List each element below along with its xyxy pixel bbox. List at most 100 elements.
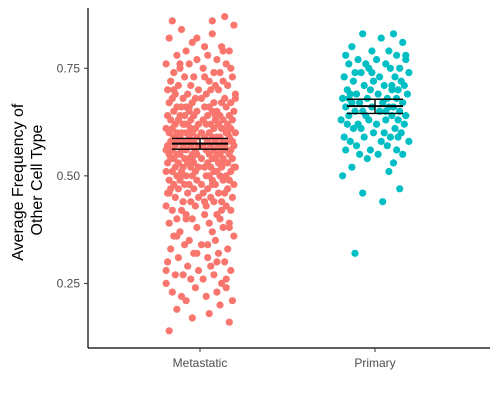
data-point-primary: [400, 120, 408, 128]
data-point-primary: [354, 120, 362, 128]
data-point-primary: [360, 133, 368, 141]
data-point-metastatic: [162, 266, 170, 275]
data-point-metastatic: [188, 38, 196, 47]
data-point-primary: [351, 69, 359, 77]
data-point-metastatic: [193, 56, 201, 64]
data-point-metastatic: [222, 275, 230, 283]
data-point-primary: [377, 137, 385, 145]
y-axis-title-line-2: Other Cell Type: [29, 124, 46, 235]
data-point-primary: [372, 120, 381, 128]
data-point-metastatic: [227, 99, 235, 107]
data-point-primary: [359, 189, 367, 197]
data-point-primary: [348, 43, 356, 51]
data-point-primary: [399, 99, 407, 107]
data-point-primary: [356, 150, 364, 158]
data-point-metastatic: [210, 69, 218, 77]
data-point-metastatic: [205, 219, 213, 227]
data-point-primary: [365, 116, 373, 124]
data-point-primary: [352, 142, 361, 150]
data-point-metastatic: [170, 86, 178, 94]
data-point-metastatic: [188, 155, 196, 163]
data-point-primary: [393, 94, 401, 102]
data-point-primary: [346, 137, 354, 145]
data-point-primary: [402, 112, 410, 120]
data-point-primary: [363, 155, 371, 163]
data-point-primary: [389, 30, 398, 38]
data-point-metastatic: [171, 193, 179, 201]
data-point-primary: [366, 146, 374, 154]
data-point-metastatic: [228, 193, 236, 201]
data-point-primary: [382, 60, 390, 68]
data-point-metastatic: [184, 189, 192, 197]
data-point-metastatic: [218, 124, 226, 133]
data-point-metastatic: [230, 180, 238, 189]
data-point-metastatic: [222, 60, 230, 68]
data-point-metastatic: [208, 30, 216, 38]
data-point-metastatic: [228, 73, 236, 81]
data-point-primary: [352, 90, 361, 98]
data-point-metastatic: [185, 60, 193, 68]
data-point-metastatic: [187, 275, 195, 283]
data-point-metastatic: [173, 51, 181, 59]
data-point-metastatic: [173, 305, 181, 313]
data-point-metastatic: [182, 47, 190, 55]
data-point-metastatic: [228, 116, 236, 124]
data-point-metastatic: [228, 155, 236, 163]
x-tick-label-metastatic: Metastatic: [173, 356, 228, 370]
data-point-metastatic: [176, 150, 184, 158]
data-point-metastatic: [162, 167, 170, 176]
data-point-primary: [386, 133, 394, 141]
data-point-metastatic: [201, 43, 209, 51]
data-point-metastatic: [227, 206, 235, 214]
data-point-primary: [366, 86, 374, 94]
data-point-metastatic: [231, 94, 239, 102]
data-point-primary: [374, 90, 382, 98]
data-point-metastatic: [204, 51, 212, 59]
data-point-metastatic: [184, 90, 192, 98]
data-point-metastatic: [227, 266, 235, 275]
data-point-metastatic: [184, 262, 192, 270]
data-point-primary: [399, 38, 407, 47]
data-point-metastatic: [210, 271, 218, 279]
data-point-metastatic: [179, 198, 187, 206]
data-point-metastatic: [164, 86, 172, 94]
y-axis-title: Average Frequency of Other Cell Type: [10, 99, 46, 261]
data-point-primary: [393, 146, 401, 154]
data-point-metastatic: [165, 219, 173, 227]
data-point-primary: [349, 124, 357, 133]
data-point-metastatic: [165, 327, 173, 335]
data-point-metastatic: [190, 73, 198, 81]
data-point-metastatic: [213, 288, 221, 296]
data-point-metastatic: [204, 254, 212, 262]
data-point-primary: [394, 133, 402, 141]
data-point-metastatic: [210, 198, 218, 206]
data-point-primary: [368, 69, 376, 77]
data-point-primary: [396, 64, 404, 72]
data-point-metastatic: [174, 254, 182, 262]
data-point-metastatic: [168, 167, 176, 176]
data-point-primary: [363, 94, 371, 102]
y-tick-label: 0.75: [57, 61, 81, 75]
data-point-metastatic: [225, 223, 233, 232]
data-point-metastatic: [210, 99, 218, 107]
data-point-metastatic: [194, 86, 203, 94]
data-point-primary: [356, 99, 364, 107]
data-point-metastatic: [181, 112, 189, 120]
data-point-metastatic: [219, 116, 227, 124]
data-point-metastatic: [201, 211, 209, 219]
data-point-primary: [380, 81, 388, 90]
data-point-primary: [339, 94, 347, 102]
data-point-primary: [345, 94, 353, 102]
data-point-primary: [351, 249, 359, 257]
data-point-metastatic: [201, 163, 209, 171]
data-point-primary: [379, 99, 387, 107]
data-point-primary: [343, 120, 351, 128]
data-point-metastatic: [218, 99, 226, 107]
data-point-metastatic: [193, 249, 201, 257]
data-point-metastatic: [214, 86, 223, 94]
data-point-metastatic: [208, 228, 216, 236]
data-point-metastatic: [230, 163, 238, 171]
data-point-metastatic: [214, 249, 223, 257]
data-point-primary: [385, 167, 393, 176]
data-point-metastatic: [173, 215, 181, 223]
